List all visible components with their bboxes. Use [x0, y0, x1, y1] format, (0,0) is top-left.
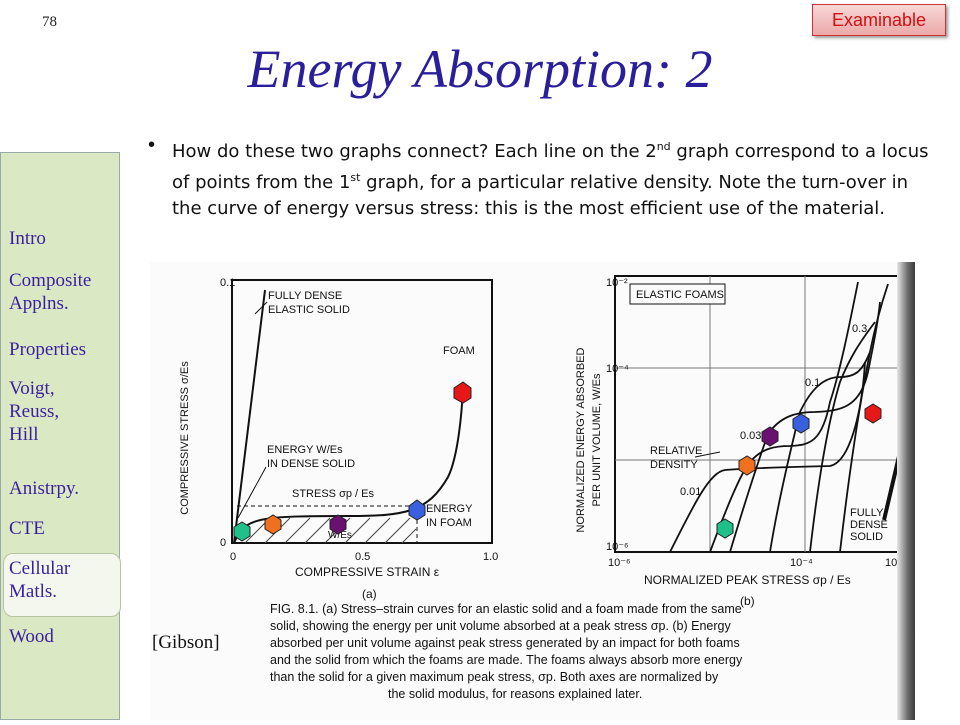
sidebar-item-voigt-reuss-hill[interactable]: Voigt, Reuss, Hill [9, 378, 60, 445]
examinable-badge: Examinable [812, 4, 946, 36]
marker-left-purple [329, 514, 347, 535]
right-x-axis-label: NORMALIZED PEAK STRESS σp / Es [644, 573, 851, 587]
caption-line-4: and the solid from which the foams are m… [270, 653, 743, 667]
left-x-tick-0: 0 [230, 551, 236, 563]
left-x-tick-1: 1.0 [483, 551, 498, 563]
label-energy-dense-2: IN DENSE SOLID [267, 458, 355, 470]
dense-solid-line [233, 289, 266, 544]
scanned-figure: COMPRESSIVE STRESS σ/Es 0.1 0 0 0.5 1.0 … [150, 262, 915, 720]
marker-right-blue [792, 413, 810, 434]
figure-background [150, 262, 915, 720]
caption-line-1: FIG. 8.1. (a) Stress–strain curves for a… [270, 602, 742, 616]
label-foam: FOAM [443, 345, 475, 357]
label-energy-foam-2: IN FOAM [426, 517, 472, 529]
figure-svg: COMPRESSIVE STRESS σ/Es 0.1 0 0 0.5 1.0 … [150, 262, 915, 720]
density-label-001: 0.01 [680, 486, 701, 498]
left-y-zero-tick: 0 [220, 537, 226, 549]
sidebar-item-anistrpy[interactable]: Anistrpy. [9, 478, 80, 499]
sidebar-item-composite-applns[interactable]: Composite Applns. [9, 270, 92, 314]
sidebar-item-cellular-matls[interactable]: Cellular Matls. [9, 558, 71, 602]
label-w-es: W/Es [328, 530, 352, 541]
right-graph: ELASTIC FOAMS NORMALIZED ENERGY ABSORBED… [575, 275, 907, 608]
label-energy-dense-1: ENERGY W/Es [267, 444, 343, 456]
scan-edge-shadow [897, 262, 915, 720]
right-y-axis-label-1: NORMALIZED ENERGY ABSORBED [575, 347, 587, 532]
relative-density-pointer [694, 451, 721, 458]
sidebar-item-cte[interactable]: CTE [9, 518, 45, 539]
left-panel-label: (a) [362, 587, 377, 601]
marker-left-red [453, 381, 472, 404]
sidebar-nav: Intro Composite Applns. Properties Voigt… [0, 152, 121, 720]
marker-overlay [233, 381, 882, 542]
label-elastic-solid: ELASTIC SOLID [268, 304, 350, 316]
foam-curve [233, 386, 464, 544]
right-y-tick-mid: 10⁻⁴ [606, 363, 629, 375]
label-fully-dense-pointer [254, 301, 268, 315]
sidebar-item-wood[interactable]: Wood [9, 626, 54, 647]
label-solid: SOLID [850, 531, 883, 543]
left-y-axis-label: COMPRESSIVE STRESS σ/Es [179, 361, 191, 515]
sidebar-active-highlight [3, 553, 121, 617]
label-relative: RELATIVE [650, 445, 702, 457]
left-x-axis-label: COMPRESSIVE STRAIN ε [295, 565, 440, 579]
label-elastic-foams: ELASTIC FOAMS [636, 289, 724, 301]
citation-label: [Gibson] [152, 632, 220, 653]
right-y-tick-bottom: 10⁻⁶ [606, 541, 629, 553]
sidebar-item-properties[interactable]: Properties [9, 339, 87, 360]
energy-dense-pointer [237, 466, 267, 519]
marker-right-purple [761, 426, 779, 447]
density-label-03: 0.3 [852, 323, 867, 335]
marker-left-teal [233, 521, 251, 542]
right-panel-label: (b) [740, 594, 755, 608]
marker-left-orange [264, 514, 282, 535]
marker-right-teal [716, 518, 734, 539]
right-x-tick-mid: 10⁻⁴ [790, 557, 813, 569]
left-graph: COMPRESSIVE STRESS σ/Es 0.1 0 0 0.5 1.0 … [179, 277, 498, 601]
sidebar-item-intro[interactable]: Intro [9, 228, 46, 249]
bullet-text: How do these two graphs connect? Each li… [172, 140, 929, 219]
label-stress: STRESS σp / Es [292, 488, 374, 500]
left-y-top-tick: 0.1 [220, 277, 235, 289]
right-y-tick-top: 10⁻² [606, 277, 628, 289]
elastic-foams-box [629, 283, 726, 305]
caption-line-2: solid, showing the energy per unit volum… [270, 619, 731, 633]
bullet-marker: • [148, 134, 156, 156]
label-fully: FULLY [850, 507, 884, 519]
label-fully-dense: FULLY DENSE [268, 290, 342, 302]
figure-caption: FIG. 8.1. (a) Stress–strain curves for a… [270, 602, 743, 701]
density-label-01: 0.1 [805, 377, 820, 389]
right-y-axis-label-2: PER UNIT VOLUME, W/Es [591, 373, 603, 507]
density-curves [669, 281, 889, 553]
label-energy-foam-1: ENERGY [426, 503, 473, 515]
left-x-tick-05: 0.5 [355, 551, 370, 563]
caption-line-5: than the solid for a given maximum peak … [270, 670, 719, 684]
label-dense: DENSE [850, 519, 888, 531]
left-plot-frame [231, 279, 493, 544]
label-density: DENSITY [650, 459, 698, 471]
page-title: Energy Absorption: 2 [247, 39, 713, 99]
marker-right-orange [738, 455, 756, 476]
caption-line-6: the solid modulus, for reasons explained… [388, 687, 642, 701]
caption-line-3: absorbed per unit volume against peak st… [270, 636, 740, 650]
right-x-tick-left: 10⁻⁶ [608, 557, 631, 569]
slide-number: 78 [42, 14, 57, 30]
density-label-003: 0.03 [740, 430, 761, 442]
marker-right-red [864, 403, 882, 424]
marker-left-blue [408, 499, 426, 521]
